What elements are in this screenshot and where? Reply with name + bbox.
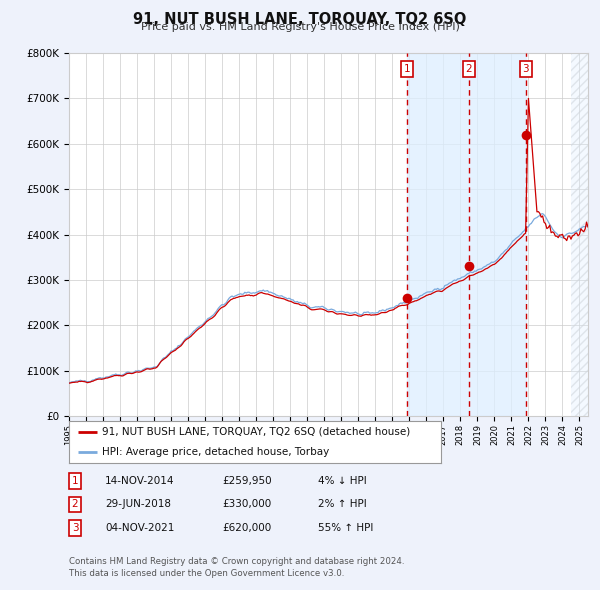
Bar [571,53,588,416]
Text: 2% ↑ HPI: 2% ↑ HPI [318,500,367,509]
Text: 04-NOV-2021: 04-NOV-2021 [105,523,175,533]
Text: 55% ↑ HPI: 55% ↑ HPI [318,523,373,533]
Text: 1: 1 [404,64,410,74]
Text: £259,950: £259,950 [222,476,272,486]
Text: Price paid vs. HM Land Registry's House Price Index (HPI): Price paid vs. HM Land Registry's House … [140,22,460,32]
Text: 14-NOV-2014: 14-NOV-2014 [105,476,175,486]
Text: 2: 2 [466,64,472,74]
Text: £620,000: £620,000 [222,523,271,533]
Text: £330,000: £330,000 [222,500,271,509]
Text: 2: 2 [71,500,79,509]
Text: 3: 3 [71,523,79,533]
Text: 29-JUN-2018: 29-JUN-2018 [105,500,171,509]
Bar [407,53,526,416]
Bar [571,53,588,416]
Text: 91, NUT BUSH LANE, TORQUAY, TQ2 6SQ (detached house): 91, NUT BUSH LANE, TORQUAY, TQ2 6SQ (det… [103,427,411,437]
Text: 4% ↓ HPI: 4% ↓ HPI [318,476,367,486]
Text: 1: 1 [71,476,79,486]
Text: HPI: Average price, detached house, Torbay: HPI: Average price, detached house, Torb… [103,447,330,457]
Text: 3: 3 [523,64,529,74]
Text: 91, NUT BUSH LANE, TORQUAY, TQ2 6SQ: 91, NUT BUSH LANE, TORQUAY, TQ2 6SQ [133,12,467,27]
Text: This data is licensed under the Open Government Licence v3.0.: This data is licensed under the Open Gov… [69,569,344,578]
Text: Contains HM Land Registry data © Crown copyright and database right 2024.: Contains HM Land Registry data © Crown c… [69,558,404,566]
